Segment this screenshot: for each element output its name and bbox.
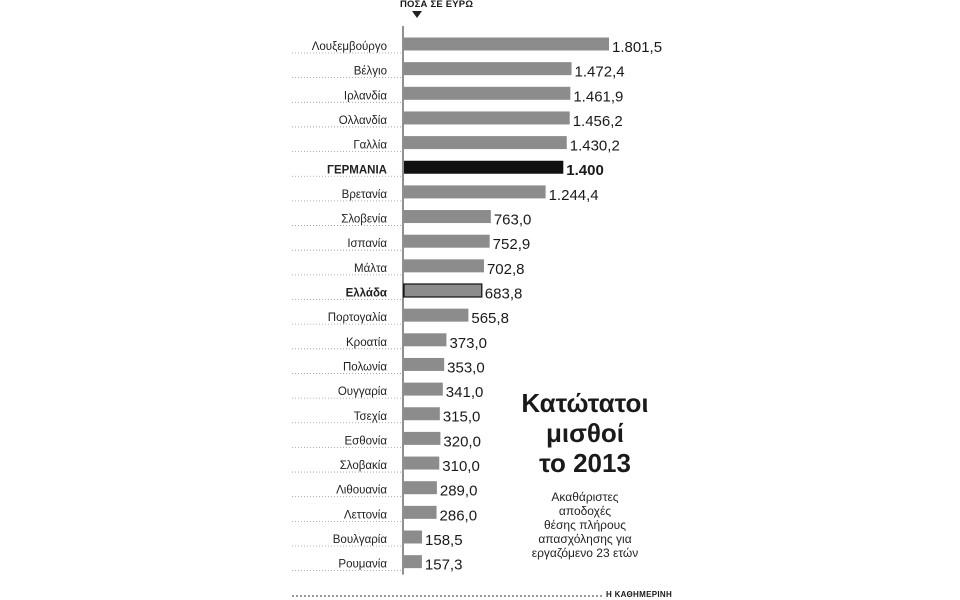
bar <box>404 136 567 150</box>
value-label: 1.244,4 <box>549 187 599 204</box>
category-label: Βουλγαρία <box>333 534 388 546</box>
value-label: 286,0 <box>440 507 478 524</box>
chart-subtitle: Ακαθάριστες αποδοχές θέσης πλήρους απασχ… <box>531 490 639 560</box>
bar <box>404 234 490 248</box>
category-label: Ουγγαρία <box>338 386 387 398</box>
bar <box>404 210 491 224</box>
category-label: Σλοβακία <box>340 460 388 472</box>
bar <box>404 530 423 544</box>
value-label: 315,0 <box>443 409 481 426</box>
bar <box>404 160 564 174</box>
value-label: 310,0 <box>442 458 480 475</box>
title-block: Κατώτατοι μισθοί το 2013 Ακαθάριστες απο… <box>500 388 670 560</box>
bar <box>404 185 546 199</box>
value-label: 353,0 <box>447 359 485 376</box>
value-label: 702,8 <box>487 261 525 278</box>
value-label: 565,8 <box>471 310 509 327</box>
axis-marker-icon <box>412 11 422 18</box>
bar <box>403 283 483 298</box>
category-label: Βέλγιο <box>354 66 387 78</box>
bar <box>404 357 445 371</box>
value-label: 341,0 <box>446 384 484 401</box>
category-label: Λουξεμβούργο <box>312 41 387 53</box>
value-label: 1.801,5 <box>612 39 662 56</box>
value-label: 1.430,2 <box>570 138 620 155</box>
category-label: Σλοβενία <box>341 214 387 226</box>
bar <box>404 333 447 347</box>
category-label: Ολλανδία <box>339 115 388 127</box>
value-label: 1.472,4 <box>575 64 625 81</box>
value-label: 683,8 <box>485 285 523 302</box>
category-label: Μάλτα <box>354 263 387 275</box>
value-label: 158,5 <box>425 532 463 549</box>
value-label: 1.461,9 <box>573 88 623 105</box>
category-label: Ιρλανδία <box>344 90 387 102</box>
category-label: Πολωνία <box>343 361 387 373</box>
chart-title: Κατώτατοι μισθοί το 2013 <box>521 388 649 478</box>
bar <box>404 308 469 322</box>
category-label: Πορτογαλία <box>328 312 388 324</box>
bar <box>404 37 609 51</box>
bar <box>404 555 422 569</box>
category-label: ΓΕΡΜΑΝΙΑ <box>327 164 387 176</box>
unit-label: ΠΟΣΑ ΣΕ ΕΥΡΩ <box>400 0 474 10</box>
bar <box>404 481 437 495</box>
category-label: Κροατία <box>346 337 387 349</box>
bar <box>404 431 441 445</box>
value-label: 289,0 <box>440 483 478 500</box>
category-label: Λεττονία <box>344 509 387 521</box>
category-label: Ρουμανία <box>338 559 387 571</box>
value-label: 320,0 <box>443 433 481 450</box>
value-label: 763,0 <box>494 212 532 229</box>
category-label: Λιθουανία <box>336 485 387 497</box>
value-label: 1.456,2 <box>573 113 623 130</box>
bar <box>404 382 443 396</box>
bar <box>404 505 437 519</box>
bar <box>404 86 571 100</box>
value-label: 373,0 <box>449 335 487 352</box>
value-label: 157,3 <box>425 557 463 574</box>
bar <box>404 259 484 273</box>
source-label: Η ΚΑΘΗΜΕΡΙΝΗ <box>606 590 673 599</box>
bar <box>404 407 440 421</box>
category-label: Τσεχία <box>354 411 388 423</box>
bar <box>404 456 440 470</box>
value-label: 1.400 <box>566 162 604 179</box>
value-label: 752,9 <box>493 236 531 253</box>
category-label: Ελλάδα <box>346 288 387 300</box>
category-label: Γαλλία <box>353 140 387 152</box>
bar <box>404 62 572 76</box>
bar <box>404 111 570 125</box>
category-label: Εσθονία <box>344 435 387 447</box>
category-label: Βρετανία <box>342 189 388 201</box>
category-label: Ισπανία <box>347 238 387 250</box>
